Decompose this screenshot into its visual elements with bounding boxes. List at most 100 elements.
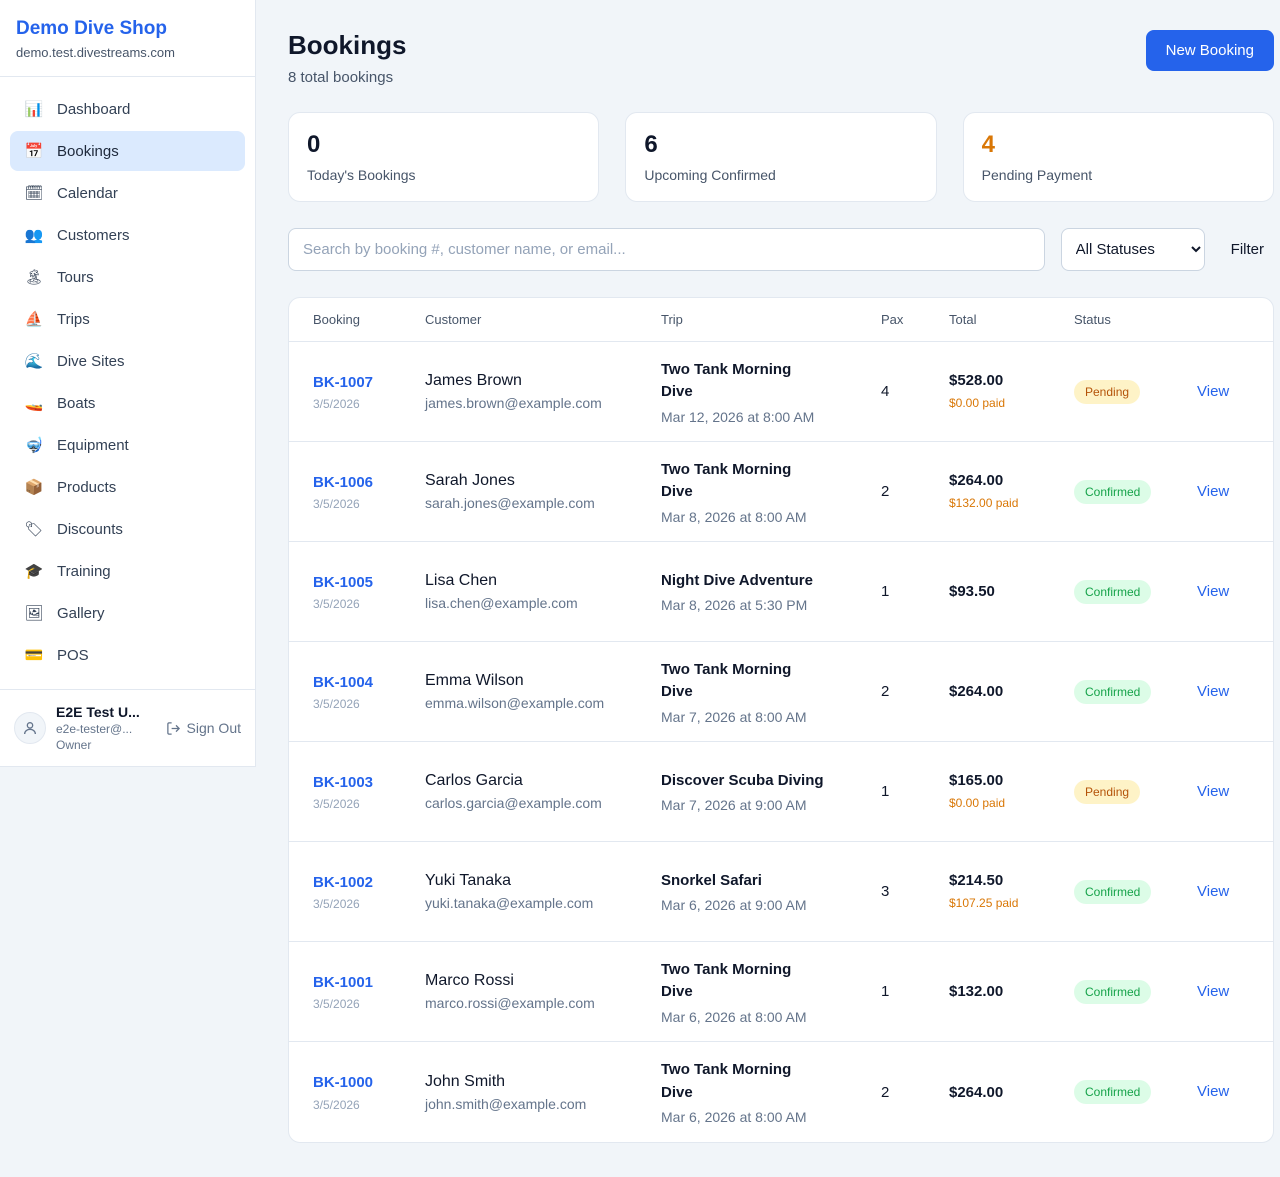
booking-id-link[interactable]: BK-1004 — [313, 673, 374, 691]
sidebar-item-pos[interactable]: 💳 POS — [10, 635, 245, 675]
sidebar-item-bookings[interactable]: 📅 Bookings — [10, 131, 245, 171]
pax-count: 1 — [881, 983, 890, 1000]
actions-cell: View — [1197, 583, 1249, 601]
customer-email: yuki.tanaka@example.com — [425, 895, 594, 911]
stats-row: 0 Today's Bookings 6 Upcoming Confirmed … — [288, 112, 1274, 202]
status-cell: Pending — [1074, 379, 1197, 404]
pax-count: 4 — [881, 383, 890, 400]
actions-cell: View — [1197, 983, 1249, 1001]
total-amount: $214.50 — [949, 871, 1004, 889]
paid-amount: $0.00 paid — [949, 795, 1006, 810]
trip-cell: Two Tank Morning Dive Mar 12, 2026 at 8:… — [661, 359, 881, 425]
customer-name: Sarah Jones — [425, 472, 515, 489]
trip-cell: Snorkel Safari Mar 6, 2026 at 9:00 AM — [661, 870, 881, 914]
sign-out-icon — [166, 721, 180, 735]
stat-label: Today's Bookings — [307, 167, 416, 183]
view-link[interactable]: View — [1197, 382, 1230, 400]
trip-datetime: Mar 6, 2026 at 8:00 AM — [661, 1109, 807, 1125]
gallery-image-icon: 🖼 — [24, 605, 44, 622]
sidebar-item-dashboard[interactable]: 📊 Dashboard — [10, 89, 245, 129]
sidebar-item-training[interactable]: 🎓 Training — [10, 551, 245, 591]
booking-cell: BK-1001 3/5/2026 — [313, 972, 425, 1012]
sidebar-item-discounts[interactable]: 🏷 Discounts — [10, 509, 245, 549]
total-cell: $264.00 — [949, 1084, 1074, 1101]
customer-name: John Smith — [425, 1072, 506, 1090]
main-content: Bookings 8 total bookings New Booking 0 … — [256, 0, 1280, 1177]
view-link[interactable]: View — [1197, 482, 1230, 500]
column-header-booking: Booking — [313, 312, 360, 327]
sign-out-button[interactable]: Sign Out — [166, 720, 241, 736]
column-header-status: Status — [1074, 312, 1111, 327]
paid-amount: $107.25 paid — [949, 895, 1019, 910]
view-link[interactable]: View — [1197, 682, 1230, 700]
total-cell: $264.00 — [949, 683, 1074, 700]
sidebar-item-calendar[interactable]: 🗓 Calendar — [10, 173, 245, 213]
status-cell: Confirmed — [1074, 579, 1197, 604]
sidebar-item-customers[interactable]: 👥 Customers — [10, 215, 245, 255]
sidebar-item-label: Dive Sites — [57, 352, 125, 370]
sidebar-item-trips[interactable]: ⛵ Trips — [10, 299, 245, 339]
actions-cell: View — [1197, 883, 1249, 901]
user-info: E2E Test U... e2e-tester@... Owner — [56, 704, 156, 752]
booking-id-link[interactable]: BK-1001 — [313, 973, 374, 991]
view-link[interactable]: View — [1197, 782, 1230, 800]
total-amount: $264.00 — [949, 683, 1004, 700]
view-link[interactable]: View — [1197, 982, 1230, 1000]
sidebar-item-gallery[interactable]: 🖼 Gallery — [10, 593, 245, 633]
total-amount: $132.00 — [949, 983, 1004, 1000]
sidebar-item-products[interactable]: 📦 Products — [10, 467, 245, 507]
sign-out-label: Sign Out — [186, 720, 241, 736]
sidebar-item-equipment[interactable]: 🤿 Equipment — [10, 425, 245, 465]
customer-cell: Marco Rossi marco.rossi@example.com — [425, 972, 661, 1011]
sidebar-item-boats[interactable]: 🚤 Boats — [10, 383, 245, 423]
customer-email: emma.wilson@example.com — [425, 695, 605, 711]
table-row: BK-1007 3/5/2026 James Brown james.brown… — [289, 342, 1273, 442]
status-badge: Confirmed — [1074, 1080, 1152, 1104]
trip-name: Snorkel Safari — [661, 871, 762, 889]
person-icon — [24, 722, 36, 735]
brand-name: Demo Dive Shop — [16, 18, 167, 39]
customer-email: marco.rossi@example.com — [425, 995, 595, 1011]
trip-cell: Two Tank Morning Dive Mar 6, 2026 at 8:0… — [661, 1059, 881, 1125]
booking-id-link[interactable]: BK-1005 — [313, 573, 374, 591]
actions-cell: View — [1197, 383, 1249, 401]
user-name: E2E Test U... — [56, 704, 140, 720]
search-input[interactable] — [288, 228, 1045, 271]
training-cap-icon: 🎓 — [24, 563, 44, 580]
page-title: Bookings — [288, 30, 407, 60]
filter-button[interactable]: Filter — [1221, 241, 1274, 258]
status-cell: Confirmed — [1074, 1080, 1197, 1104]
customer-name: Emma Wilson — [425, 672, 524, 689]
sidebar-item-tours[interactable]: 🏝 Tours — [10, 257, 245, 297]
new-booking-button[interactable]: New Booking — [1145, 30, 1274, 71]
booking-cell: BK-1003 3/5/2026 — [313, 772, 425, 812]
total-cell: $264.00 $132.00 paid — [949, 472, 1074, 512]
stat-card: 4 Pending Payment — [962, 112, 1274, 202]
table-header-row: Booking Customer Trip Pax Total Status — [289, 298, 1273, 342]
booking-date: 3/5/2026 — [313, 797, 360, 812]
view-link[interactable]: View — [1197, 1083, 1230, 1100]
trip-datetime: Mar 8, 2026 at 5:30 PM — [661, 597, 808, 614]
sidebar-item-label: Calendar — [57, 184, 118, 202]
trip-datetime: Mar 7, 2026 at 8:00 AM — [661, 708, 807, 725]
sidebar-nav: 📊 Dashboard 📅 Bookings 🗓 Calendar 👥 Cust… — [0, 77, 255, 689]
paid-amount: $0.00 paid — [949, 395, 1006, 410]
trips-sailboat-icon: ⛵ — [24, 311, 44, 328]
view-link[interactable]: View — [1197, 582, 1230, 600]
status-filter-select[interactable]: All Statuses — [1060, 228, 1205, 271]
sidebar-item-dive-sites[interactable]: 🌊 Dive Sites — [10, 341, 245, 381]
table-row: BK-1002 3/5/2026 Yuki Tanaka yuki.tanaka… — [289, 842, 1273, 942]
view-link[interactable]: View — [1197, 882, 1230, 900]
booking-id-link[interactable]: BK-1002 — [313, 873, 374, 891]
booking-cell: BK-1000 3/5/2026 — [313, 1072, 425, 1112]
table-row: BK-1003 3/5/2026 Carlos Garcia carlos.ga… — [289, 742, 1273, 842]
booking-id-link[interactable]: BK-1000 — [313, 1074, 374, 1092]
status-badge: Confirmed — [1074, 679, 1152, 704]
customer-email: james.brown@example.com — [425, 395, 602, 411]
booking-id-link[interactable]: BK-1003 — [313, 773, 374, 791]
booking-id-link[interactable]: BK-1007 — [313, 373, 374, 391]
booking-id-link[interactable]: BK-1006 — [313, 473, 374, 491]
trip-datetime: Mar 6, 2026 at 8:00 AM — [661, 1008, 807, 1025]
trip-datetime: Mar 7, 2026 at 9:00 AM — [661, 797, 807, 814]
actions-cell: View — [1197, 783, 1249, 801]
